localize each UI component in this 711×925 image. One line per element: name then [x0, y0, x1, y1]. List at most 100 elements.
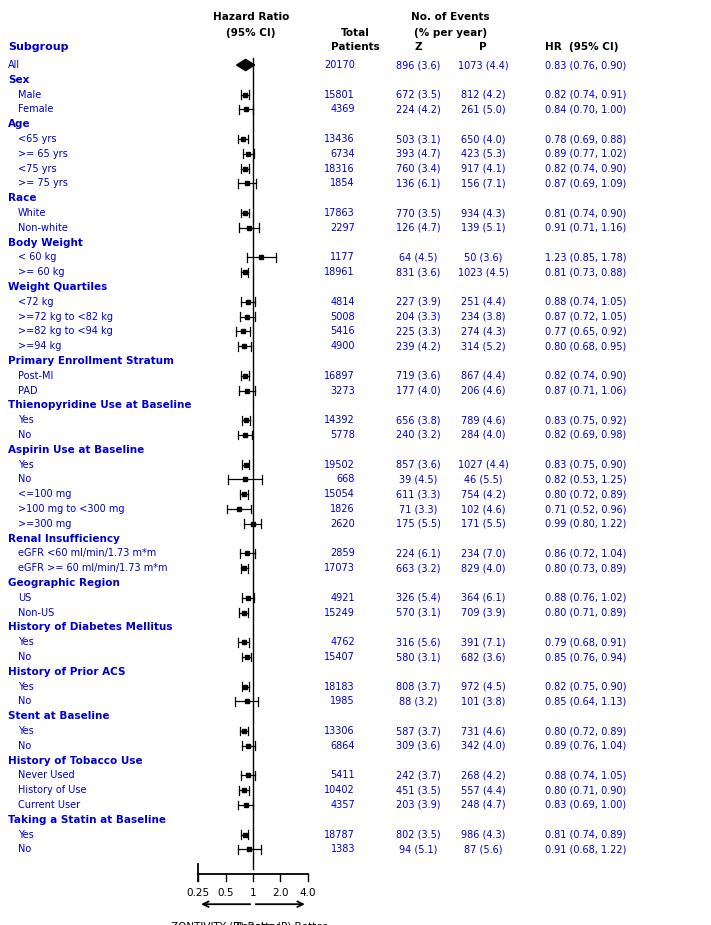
Text: 934 (4.3): 934 (4.3) — [461, 208, 506, 218]
Text: 309 (3.6): 309 (3.6) — [396, 741, 440, 751]
Text: Body Weight: Body Weight — [8, 238, 83, 248]
Text: Yes: Yes — [18, 460, 33, 470]
Text: 0.80 (0.72, 0.89): 0.80 (0.72, 0.89) — [545, 489, 626, 500]
Text: 18787: 18787 — [324, 830, 355, 840]
Text: History of Tobacco Use: History of Tobacco Use — [8, 756, 143, 766]
Text: 754 (4.2): 754 (4.2) — [461, 489, 506, 500]
Text: 2.0: 2.0 — [272, 888, 289, 898]
Text: 650 (4.0): 650 (4.0) — [461, 134, 506, 144]
Text: 1027 (4.4): 1027 (4.4) — [458, 460, 508, 470]
Text: 139 (5.1): 139 (5.1) — [461, 223, 506, 233]
Text: 0.83 (0.75, 0.92): 0.83 (0.75, 0.92) — [545, 415, 626, 426]
Text: 239 (4.2): 239 (4.2) — [396, 341, 440, 352]
Text: >=72 kg to <82 kg: >=72 kg to <82 kg — [18, 312, 113, 322]
Text: >= 65 yrs: >= 65 yrs — [18, 149, 68, 159]
Text: 0.80 (0.72, 0.89): 0.80 (0.72, 0.89) — [545, 726, 626, 736]
Text: 3273: 3273 — [330, 386, 355, 396]
Text: eGFR <60 ml/min/1.73 m*m: eGFR <60 ml/min/1.73 m*m — [18, 549, 156, 559]
Text: 261 (5.0): 261 (5.0) — [461, 105, 506, 115]
Text: Z: Z — [415, 42, 422, 52]
Text: 284 (4.0): 284 (4.0) — [461, 430, 506, 440]
Text: 206 (4.6): 206 (4.6) — [461, 386, 506, 396]
Text: 248 (4.7): 248 (4.7) — [461, 800, 506, 810]
Text: 423 (5.3): 423 (5.3) — [461, 149, 506, 159]
Text: 0.99 (0.80, 1.22): 0.99 (0.80, 1.22) — [545, 519, 626, 529]
Text: 242 (3.7): 242 (3.7) — [395, 771, 440, 781]
Text: 0.81 (0.73, 0.88): 0.81 (0.73, 0.88) — [545, 267, 626, 278]
Text: 1023 (4.5): 1023 (4.5) — [458, 267, 508, 278]
Text: No: No — [18, 741, 31, 751]
Text: Age: Age — [8, 119, 31, 130]
Text: 896 (3.6): 896 (3.6) — [396, 60, 440, 70]
Text: Female: Female — [18, 105, 53, 115]
Text: 2297: 2297 — [330, 223, 355, 233]
Text: >= 60 kg: >= 60 kg — [18, 267, 65, 278]
Text: 4814: 4814 — [331, 297, 355, 307]
Text: Non-white: Non-white — [18, 223, 68, 233]
Polygon shape — [237, 59, 255, 70]
Text: 15054: 15054 — [324, 489, 355, 500]
Text: Weight Quartiles: Weight Quartiles — [8, 282, 107, 292]
Text: 0.91 (0.71, 1.16): 0.91 (0.71, 1.16) — [545, 223, 626, 233]
Text: 314 (5.2): 314 (5.2) — [461, 341, 506, 352]
Text: White: White — [18, 208, 46, 218]
Text: All: All — [8, 60, 20, 70]
Text: 770 (3.5): 770 (3.5) — [395, 208, 440, 218]
Text: No. of Events: No. of Events — [411, 12, 490, 22]
Text: No: No — [18, 475, 31, 485]
Text: >=300 mg: >=300 mg — [18, 519, 71, 529]
Text: 101 (3.8): 101 (3.8) — [461, 697, 506, 707]
Text: 0.80 (0.73, 0.89): 0.80 (0.73, 0.89) — [545, 563, 626, 573]
Text: 587 (3.7): 587 (3.7) — [395, 726, 440, 736]
Text: 0.87 (0.69, 1.09): 0.87 (0.69, 1.09) — [545, 179, 626, 189]
Text: 18316: 18316 — [324, 164, 355, 174]
Text: 812 (4.2): 812 (4.2) — [461, 90, 506, 100]
Text: Race: Race — [8, 193, 36, 204]
Text: 0.71 (0.52, 0.96): 0.71 (0.52, 0.96) — [545, 504, 626, 514]
Text: 204 (3.3): 204 (3.3) — [396, 312, 440, 322]
Text: 0.83 (0.69, 1.00): 0.83 (0.69, 1.00) — [545, 800, 626, 810]
Text: History of Prior ACS: History of Prior ACS — [8, 667, 126, 677]
Text: Primary Enrollment Stratum: Primary Enrollment Stratum — [8, 356, 174, 366]
Text: 0.82 (0.75, 0.90): 0.82 (0.75, 0.90) — [545, 682, 626, 692]
Text: 171 (5.5): 171 (5.5) — [461, 519, 506, 529]
Text: 0.82 (0.74, 0.90): 0.82 (0.74, 0.90) — [545, 371, 626, 381]
Text: 19502: 19502 — [324, 460, 355, 470]
Text: 342 (4.0): 342 (4.0) — [461, 741, 506, 751]
Text: 224 (4.2): 224 (4.2) — [395, 105, 440, 115]
Text: 0.84 (0.70, 1.00): 0.84 (0.70, 1.00) — [545, 105, 626, 115]
Text: 0.81 (0.74, 0.90): 0.81 (0.74, 0.90) — [545, 208, 626, 218]
Text: No: No — [18, 697, 31, 707]
Text: 731 (4.6): 731 (4.6) — [461, 726, 506, 736]
Text: 0.87 (0.72, 1.05): 0.87 (0.72, 1.05) — [545, 312, 626, 322]
Text: Yes: Yes — [18, 726, 33, 736]
Text: >=82 kg to <94 kg: >=82 kg to <94 kg — [18, 327, 113, 337]
Text: 789 (4.6): 789 (4.6) — [461, 415, 506, 426]
Text: 0.80 (0.68, 0.95): 0.80 (0.68, 0.95) — [545, 341, 626, 352]
Text: 0.82 (0.74, 0.90): 0.82 (0.74, 0.90) — [545, 164, 626, 174]
Text: 557 (4.4): 557 (4.4) — [461, 785, 506, 795]
Text: P: P — [479, 42, 487, 52]
Text: (95% CI): (95% CI) — [226, 28, 276, 38]
Text: Total: Total — [341, 28, 370, 38]
Text: 0.87 (0.71, 1.06): 0.87 (0.71, 1.06) — [545, 386, 626, 396]
Text: 88 (3.2): 88 (3.2) — [399, 697, 437, 707]
Text: 1383: 1383 — [331, 845, 355, 855]
Text: 1073 (4.4): 1073 (4.4) — [458, 60, 508, 70]
Text: 15249: 15249 — [324, 608, 355, 618]
Text: No: No — [18, 652, 31, 662]
Text: 87 (5.6): 87 (5.6) — [464, 845, 502, 855]
Text: 46 (5.5): 46 (5.5) — [464, 475, 502, 485]
Text: 102 (4.6): 102 (4.6) — [461, 504, 506, 514]
Text: 829 (4.0): 829 (4.0) — [461, 563, 506, 573]
Text: 917 (4.1): 917 (4.1) — [461, 164, 506, 174]
Text: 5778: 5778 — [330, 430, 355, 440]
Text: 0.25: 0.25 — [187, 888, 210, 898]
Text: 0.5: 0.5 — [218, 888, 234, 898]
Text: 0.80 (0.71, 0.90): 0.80 (0.71, 0.90) — [545, 785, 626, 795]
Text: History of Use: History of Use — [18, 785, 87, 795]
Text: 14392: 14392 — [324, 415, 355, 426]
Text: 0.82 (0.74, 0.91): 0.82 (0.74, 0.91) — [545, 90, 626, 100]
Text: Aspirin Use at Baseline: Aspirin Use at Baseline — [8, 445, 144, 455]
Text: Subgroup: Subgroup — [8, 42, 68, 52]
